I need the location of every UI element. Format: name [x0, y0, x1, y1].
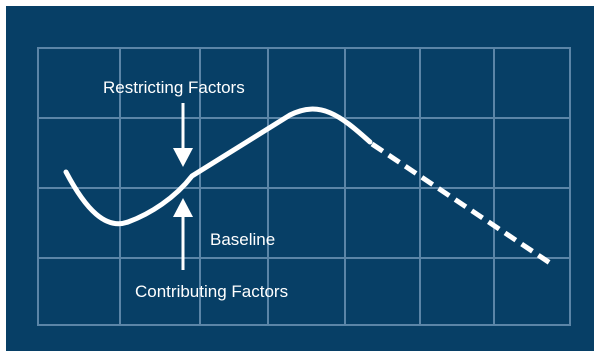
- trend-line-dashed: [372, 144, 550, 263]
- contributing-factors-label: Contributing Factors: [135, 282, 288, 301]
- restricting-arrow: [173, 103, 193, 167]
- trend-line-solid: [66, 109, 370, 224]
- restricting-factors-label: Restricting Factors: [103, 78, 245, 97]
- baseline-label: Baseline: [210, 230, 275, 249]
- contributing-arrow: [173, 198, 193, 270]
